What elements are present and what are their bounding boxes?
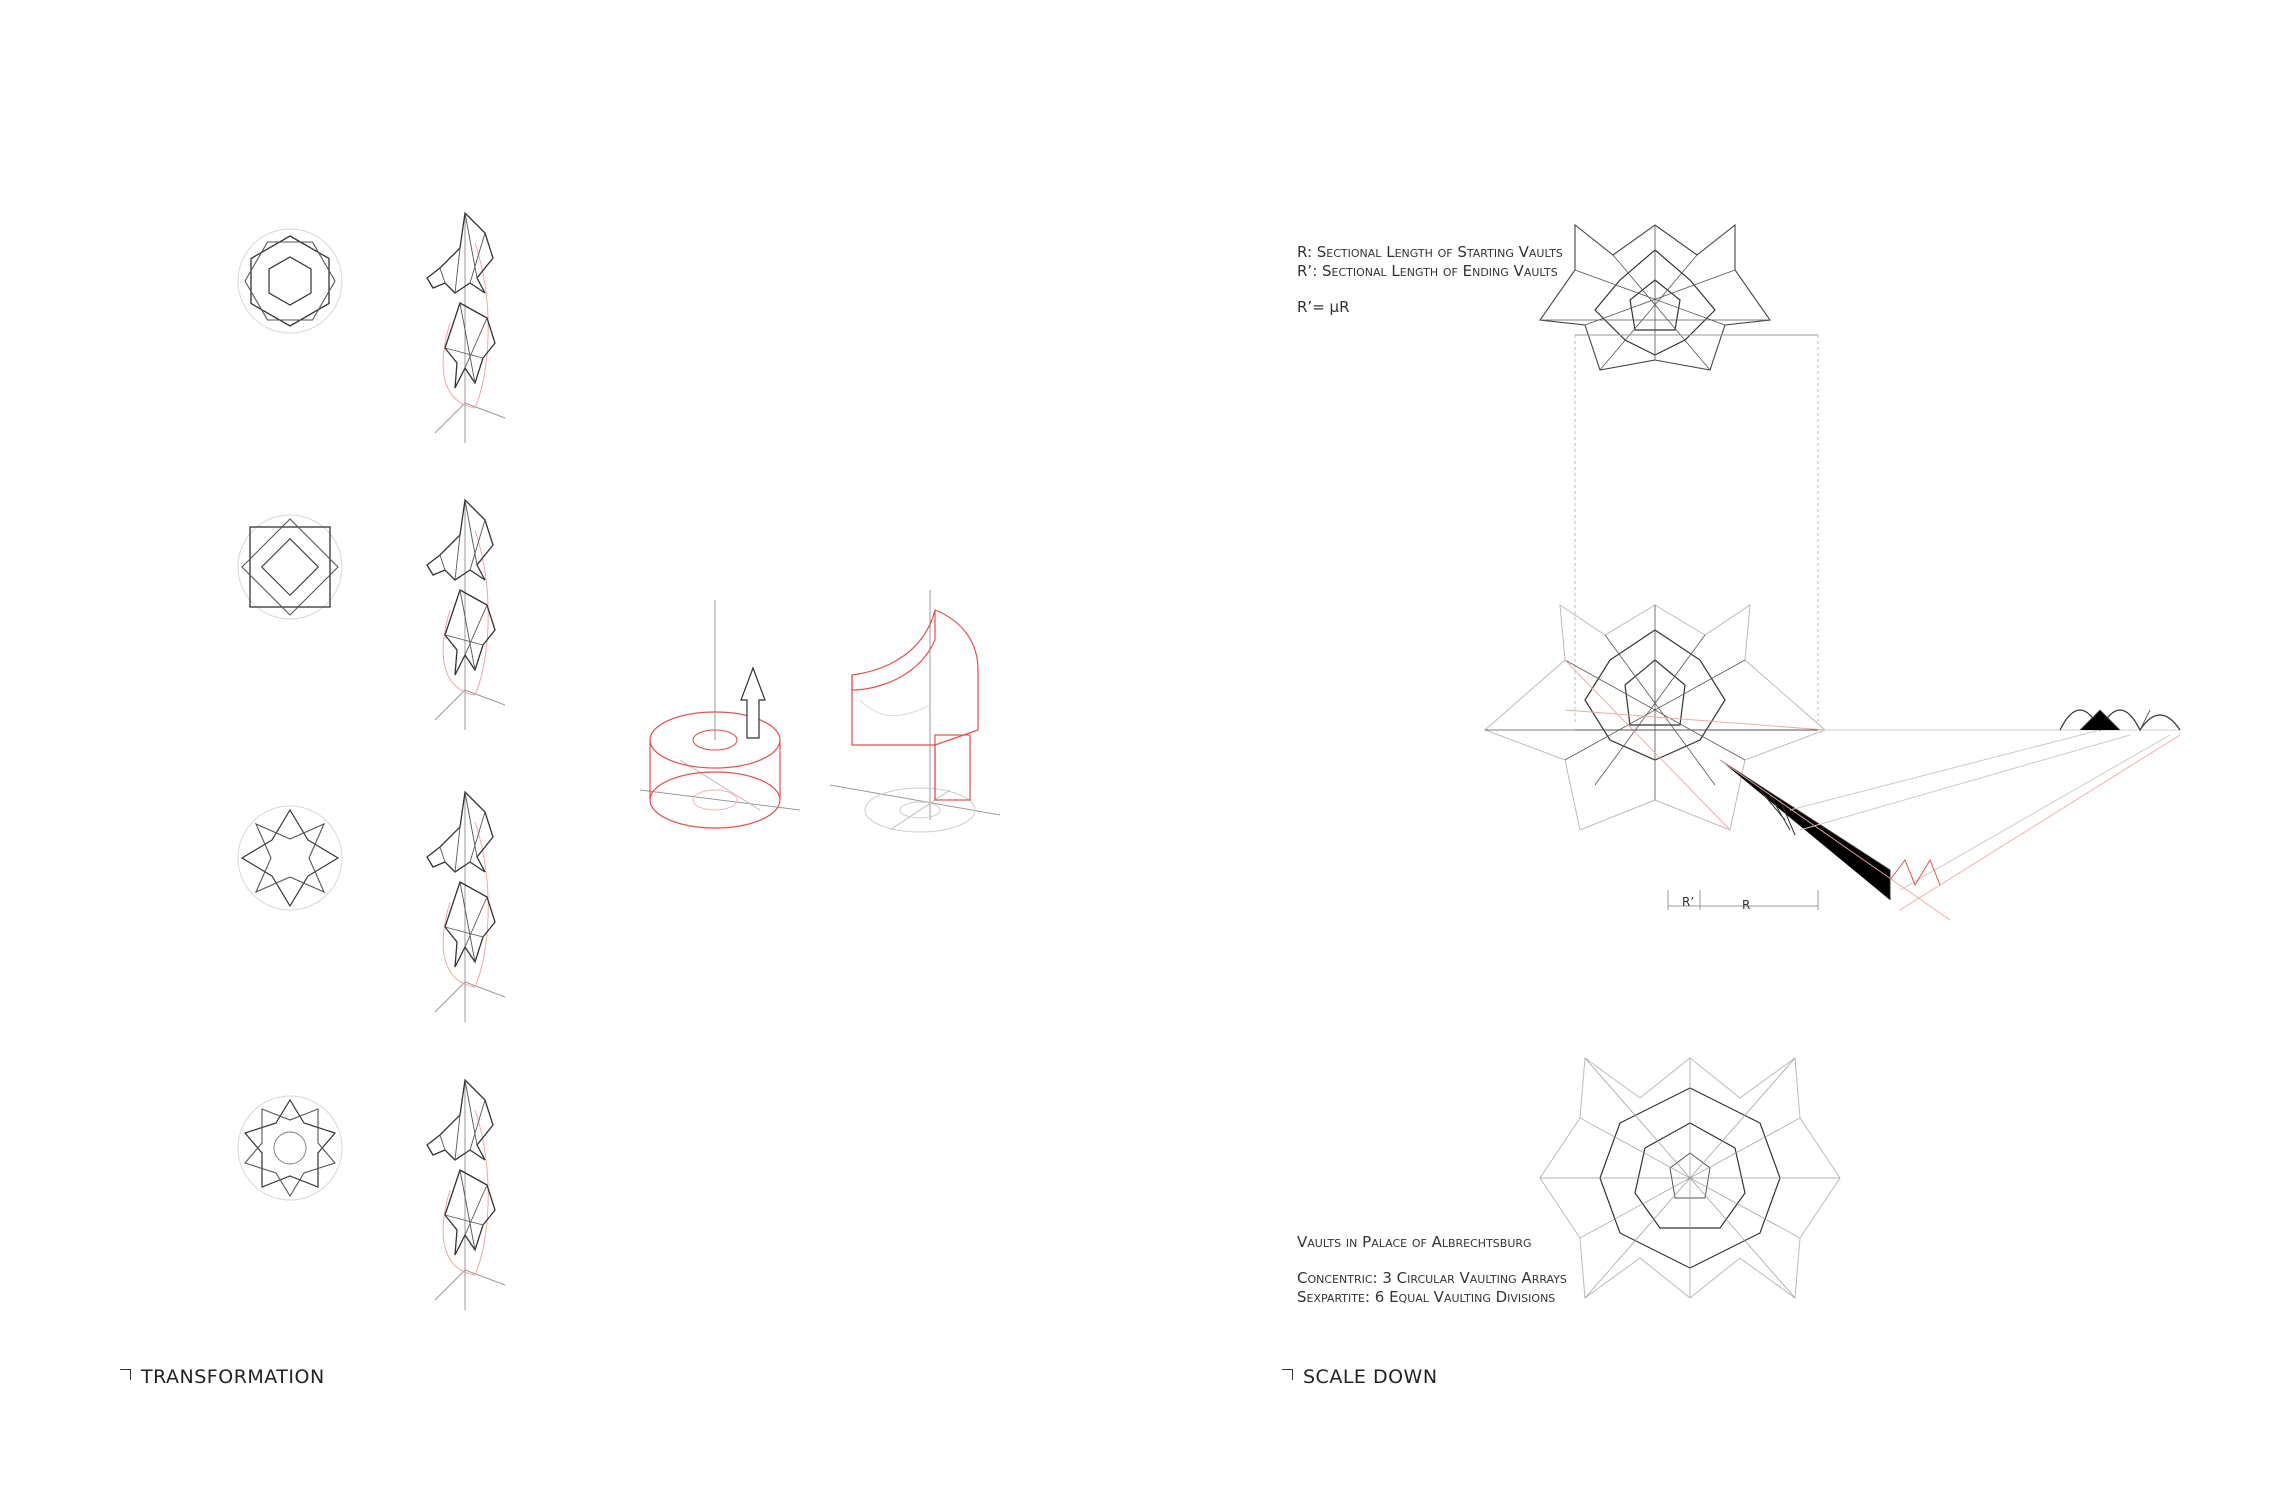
vault-plan-top [1539, 223, 1771, 371]
vault-plan-middle [1484, 604, 1826, 831]
plan-square-star [237, 514, 343, 620]
dimension-label-r: R [1742, 898, 1751, 912]
plan-hexagon-star [237, 228, 343, 334]
projection-lines [1719, 729, 2181, 921]
section-title-scale-down: SCALE DOWN [1282, 1366, 1438, 1388]
ring-extrusion-diagram [639, 600, 801, 829]
up-arrow-icon [740, 666, 766, 739]
corner-bracket-icon [1282, 1369, 1293, 1380]
dimension-line [1667, 890, 1819, 910]
formula: R’= μR [1297, 298, 1350, 316]
vault-axonometric-4 [426, 1079, 506, 1311]
section-title-transformation: TRANSFORMATION [120, 1366, 325, 1388]
vault-axonometric-3 [426, 791, 506, 1023]
helix-diagram [829, 590, 1001, 833]
vault-plan-bottom [1539, 1057, 1841, 1299]
dimension-label-r-prime: R’ [1682, 895, 1695, 909]
plan-decagon-star [237, 1095, 343, 1201]
sexpartite-note: Sexpartite: 6 Equal Vaulting Divisions [1297, 1288, 1556, 1306]
r-definition: R: Sectional Length of Starting Vaults [1297, 243, 1563, 261]
vault-axonometric-2 [426, 499, 506, 731]
vault-axonometric-1 [426, 212, 506, 444]
corner-bracket-icon [120, 1369, 131, 1380]
vaults-caption: Vaults in Palace of Albrechtsburg [1297, 1233, 1532, 1251]
plan-octagon-star [237, 805, 343, 911]
concentric-note: Concentric: 3 Circular Vaulting Arrays [1297, 1269, 1567, 1287]
r-prime-definition: R’: Sectional Length of Ending Vaults [1297, 262, 1558, 280]
vault-elevation [2059, 709, 2181, 732]
